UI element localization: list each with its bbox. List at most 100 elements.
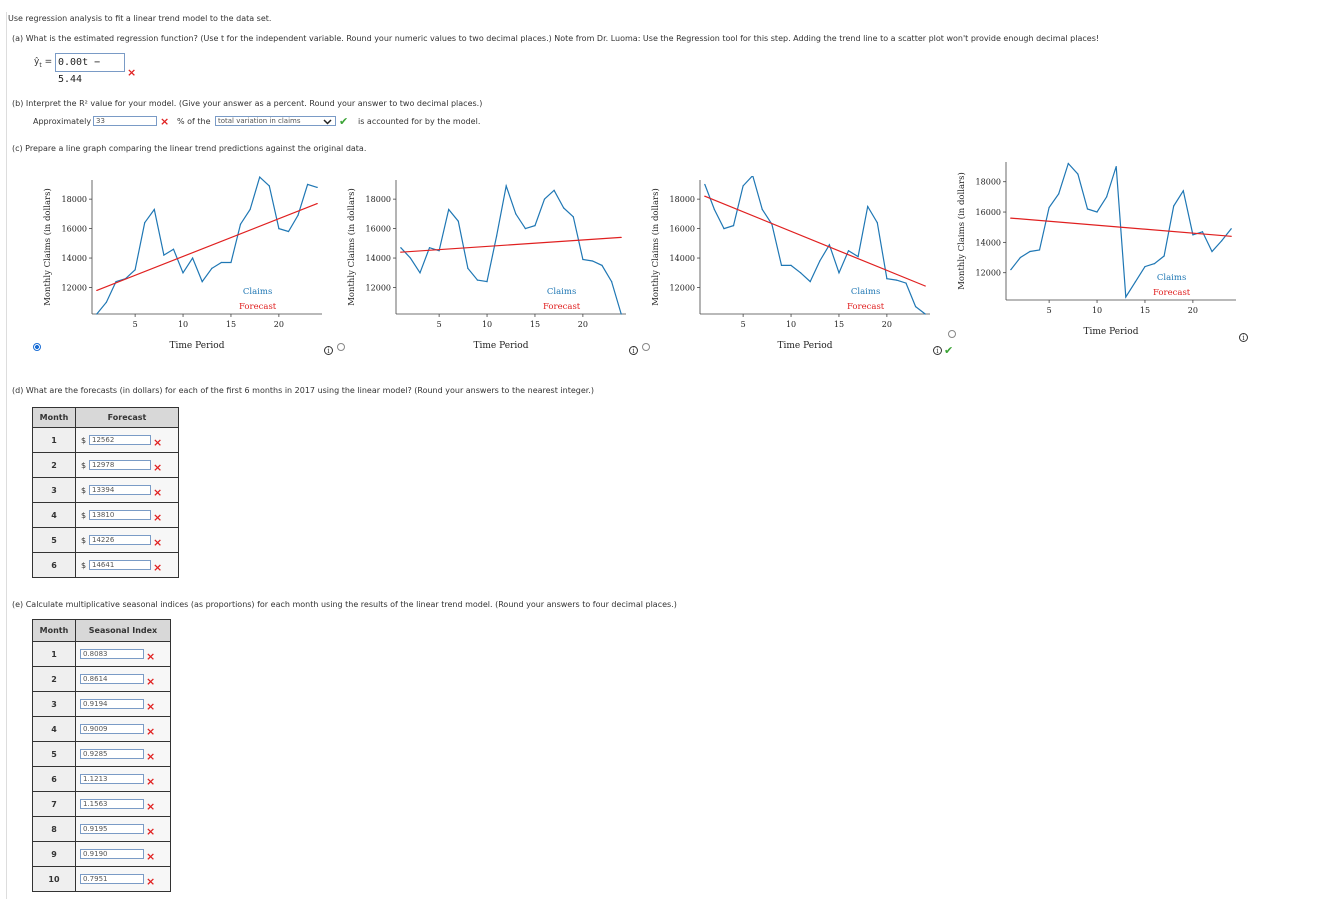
y-axis-label: Monthly Claims (in dollars): [42, 188, 53, 306]
y-tick-label: 12000: [670, 283, 695, 292]
data-point-claims: [800, 272, 802, 274]
month-number: 3: [32, 691, 76, 717]
data-point-claims: [713, 208, 715, 211]
y-tick-label: 16000: [976, 208, 1001, 217]
seasonal-index-input[interactable]: 0.7951: [80, 873, 144, 884]
seasonal-index-cell: 0.7951 ×: [75, 866, 171, 892]
data-point-claims: [742, 185, 744, 187]
seasonal-index-input[interactable]: 0.9195: [80, 823, 144, 834]
x-tick-label: 15: [834, 320, 844, 329]
incorrect-icon: ×: [160, 115, 170, 128]
y-tick-label: 18000: [62, 195, 87, 204]
variation-select[interactable]: total variation in claims: [215, 116, 336, 126]
month-column-header: Month: [32, 619, 76, 642]
info-icon[interactable]: i: [324, 346, 333, 355]
data-point-claims: [924, 313, 926, 315]
forecast-input[interactable]: 14641: [89, 559, 151, 570]
data-point-claims: [307, 183, 309, 186]
data-point-claims: [704, 183, 706, 186]
data-point-forecast: [704, 195, 706, 197]
table-row: 4 0.9009 ×: [32, 716, 171, 742]
data-point-claims: [220, 261, 222, 264]
incorrect-icon: ×: [146, 674, 156, 688]
forecast-cell: $14641 ×: [75, 552, 179, 578]
table-row: 5 0.9285 ×: [32, 741, 171, 767]
y-axis-label: Monthly Claims (in dollars): [956, 172, 967, 290]
incorrect-icon: ×: [146, 799, 156, 813]
forecast-input[interactable]: 14226: [89, 534, 151, 545]
seasonal-index-input[interactable]: 0.9285: [80, 748, 144, 759]
y-tick-label: 12000: [976, 269, 1001, 278]
forecast-column-header: Forecast: [75, 407, 179, 428]
part-b-question: (b) Interpret the R² value for your mode…: [12, 99, 483, 108]
y-hat-symbol: ŷ: [34, 57, 40, 67]
month-number: 2: [32, 666, 76, 692]
incorrect-icon: ×: [146, 874, 156, 888]
forecast-input[interactable]: 12562: [89, 434, 151, 445]
forecast-cell: $14226 ×: [75, 527, 179, 553]
seasonal-index-cell: 0.9285 ×: [75, 741, 171, 767]
seasonal-index-input[interactable]: 1.1213: [80, 773, 144, 784]
seasonal-index-input[interactable]: 0.8083: [80, 648, 144, 659]
data-point-claims: [1115, 165, 1117, 168]
legend-item-forecast: Forecast: [847, 302, 885, 312]
data-point-forecast: [1230, 235, 1232, 237]
y-tick-label: 12000: [62, 283, 87, 292]
table-row: 3 $13394 ×: [32, 477, 179, 503]
data-point-claims: [553, 189, 555, 191]
part-a-question: (a) What is the estimated regression fun…: [12, 34, 1100, 43]
month-number: 6: [32, 552, 76, 578]
info-icon[interactable]: i: [1239, 333, 1248, 342]
seasonal-index-column-header: Seasonal Index: [75, 619, 171, 642]
data-point-claims: [163, 254, 165, 256]
table-row: 1 $12562 ×: [32, 427, 179, 453]
data-point-claims: [761, 208, 763, 211]
data-point-claims: [316, 186, 318, 188]
data-point-claims: [563, 207, 565, 209]
graph-option-1-radio[interactable]: [33, 343, 41, 351]
month-number: 9: [32, 841, 76, 867]
seasonal-index-input[interactable]: 0.9190: [80, 848, 144, 859]
r-squared-input[interactable]: 33: [93, 116, 157, 126]
seasonal-index-input[interactable]: 0.9009: [80, 723, 144, 734]
incorrect-icon: ×: [146, 824, 156, 838]
currency-symbol: $: [81, 460, 87, 470]
x-tick-label: 5: [741, 320, 746, 329]
month-number: 8: [32, 816, 76, 842]
graph-option-3-radio[interactable]: [642, 343, 650, 351]
data-point-claims: [105, 301, 107, 303]
seasonal-index-cell: 0.9009 ×: [75, 716, 171, 742]
data-point-forecast: [400, 251, 402, 253]
data-point-claims: [96, 313, 98, 315]
data-point-claims: [515, 213, 517, 215]
forecast-table: Month Forecast 1 $12562 × 2 $12978 × 3 $13394 × 4…: [32, 407, 179, 578]
month-number: 5: [32, 527, 76, 553]
part-c-question: (c) Prepare a line graph comparing the l…: [12, 144, 367, 153]
seasonal-index-input[interactable]: 0.9194: [80, 698, 144, 709]
info-icon[interactable]: i: [629, 346, 638, 355]
seasonal-index-cell: 0.8614 ×: [75, 666, 171, 692]
info-icon[interactable]: i: [933, 346, 942, 355]
incorrect-icon: ×: [153, 435, 163, 449]
forecast-cell: $12978 ×: [75, 452, 179, 478]
data-point-claims: [876, 222, 878, 224]
regression-function-input[interactable]: 0.00t − 5.44: [55, 53, 125, 85]
chevron-down-icon: [323, 119, 332, 125]
variation-select-value: total variation in claims: [218, 117, 301, 125]
y-tick-label: 18000: [976, 178, 1001, 187]
graph-option-4-radio[interactable]: [948, 330, 956, 338]
content-border: [6, 12, 7, 899]
part-e-question: (e) Calculate multiplicative seasonal in…: [12, 600, 677, 609]
forecast-input[interactable]: 13394: [89, 484, 151, 495]
forecast-input[interactable]: 13810: [89, 509, 151, 520]
data-point-claims: [819, 260, 821, 262]
data-point-claims: [457, 220, 459, 222]
data-point-claims: [867, 205, 869, 208]
seasonal-index-input[interactable]: 1.1563: [80, 798, 144, 809]
x-tick-label: 15: [530, 320, 540, 329]
graph-option-2-radio[interactable]: [337, 343, 345, 351]
currency-symbol: $: [81, 560, 87, 570]
seasonal-index-input[interactable]: 0.8614: [80, 673, 144, 684]
seasonal-index-cell: 0.9194 ×: [75, 691, 171, 717]
forecast-input[interactable]: 12978: [89, 459, 151, 470]
